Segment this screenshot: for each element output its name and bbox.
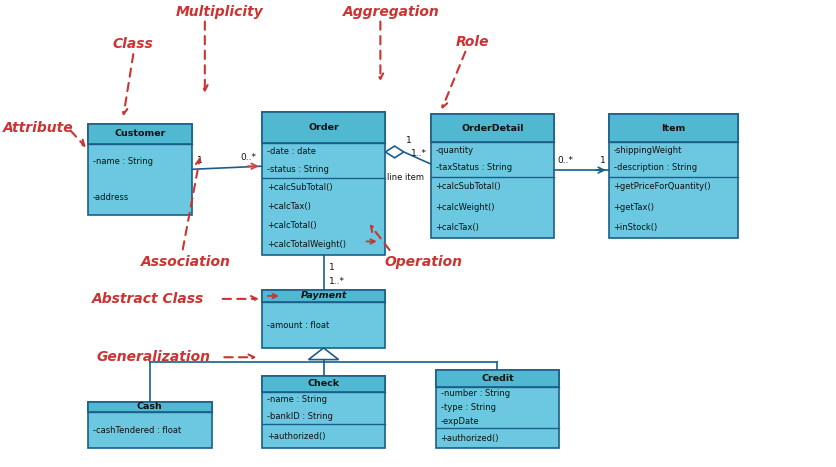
Text: 1..*: 1..*	[411, 149, 427, 158]
Polygon shape	[308, 348, 339, 360]
Bar	[88, 402, 212, 412]
Bar	[436, 370, 559, 448]
Bar	[609, 114, 738, 238]
Text: Operation: Operation	[385, 255, 462, 269]
Bar	[88, 124, 192, 215]
Text: -description : String: -description : String	[614, 163, 696, 172]
Bar	[262, 112, 385, 255]
Text: +calcWeight(): +calcWeight()	[436, 203, 495, 212]
Text: -address: -address	[93, 192, 129, 202]
Text: Credit: Credit	[481, 374, 514, 383]
Text: -name : String: -name : String	[267, 396, 327, 404]
Text: -shippingWeight: -shippingWeight	[614, 146, 682, 155]
Text: -taxStatus : String: -taxStatus : String	[436, 163, 512, 172]
Text: 1: 1	[406, 136, 412, 145]
Text: -status : String: -status : String	[267, 164, 329, 174]
Bar	[262, 290, 385, 303]
Text: +inStock(): +inStock()	[614, 223, 658, 233]
Text: -cashTendered : float: -cashTendered : float	[93, 425, 181, 435]
Text: Class: Class	[113, 37, 154, 51]
Text: Abstract Class: Abstract Class	[92, 292, 204, 306]
Bar	[262, 290, 385, 348]
Text: +authorized(): +authorized()	[267, 432, 325, 441]
Text: -amount : float: -amount : float	[267, 321, 329, 330]
Text: +calcTotal(): +calcTotal()	[267, 221, 316, 230]
Text: 0..*: 0..*	[558, 156, 573, 165]
Text: -date : date: -date : date	[267, 148, 316, 156]
Bar	[609, 114, 738, 142]
Text: Check: Check	[308, 379, 339, 389]
Text: Item: Item	[661, 124, 686, 133]
Text: Attribute: Attribute	[3, 121, 73, 135]
Text: Association: Association	[140, 255, 231, 269]
Text: 1: 1	[599, 156, 605, 165]
Text: -type : String: -type : String	[441, 403, 496, 412]
Text: -name : String: -name : String	[93, 157, 153, 166]
Text: +calcTotalWeight(): +calcTotalWeight()	[267, 241, 345, 249]
Text: Aggregation: Aggregation	[343, 5, 440, 19]
Text: OrderDetail: OrderDetail	[461, 124, 523, 133]
Text: +calcSubTotal(): +calcSubTotal()	[267, 183, 332, 192]
Bar	[88, 124, 192, 144]
Text: +calcSubTotal(): +calcSubTotal()	[436, 183, 501, 191]
Text: +calcTax(): +calcTax()	[267, 202, 310, 211]
Text: +calcTax(): +calcTax()	[436, 223, 479, 233]
Text: +authorized(): +authorized()	[441, 434, 499, 443]
Text: 0..*: 0..*	[241, 153, 257, 162]
Text: 1: 1	[197, 156, 203, 164]
Text: Generalization: Generalization	[96, 350, 210, 364]
Text: Cash: Cash	[137, 402, 162, 411]
Text: Multiplicity: Multiplicity	[176, 5, 263, 19]
Text: +getTax(): +getTax()	[614, 203, 655, 212]
Text: 1..*: 1..*	[329, 277, 344, 286]
Bar	[431, 114, 554, 238]
Bar	[436, 370, 559, 387]
Text: -quantity: -quantity	[436, 146, 474, 155]
Text: +getPriceForQuantity(): +getPriceForQuantity()	[614, 183, 711, 191]
Bar	[88, 402, 212, 448]
Text: Order: Order	[308, 123, 339, 132]
Text: 1: 1	[329, 263, 334, 272]
Text: Customer: Customer	[115, 129, 166, 138]
Text: -number : String: -number : String	[441, 389, 510, 398]
Text: -expDate: -expDate	[441, 417, 479, 425]
Bar	[262, 112, 385, 143]
Bar	[431, 114, 554, 142]
Text: Payment: Payment	[300, 291, 347, 300]
Text: -bankID : String: -bankID : String	[267, 411, 333, 421]
Text: Role: Role	[456, 35, 489, 49]
Text: line item: line item	[387, 173, 424, 182]
Bar	[262, 376, 385, 392]
Bar	[262, 376, 385, 448]
